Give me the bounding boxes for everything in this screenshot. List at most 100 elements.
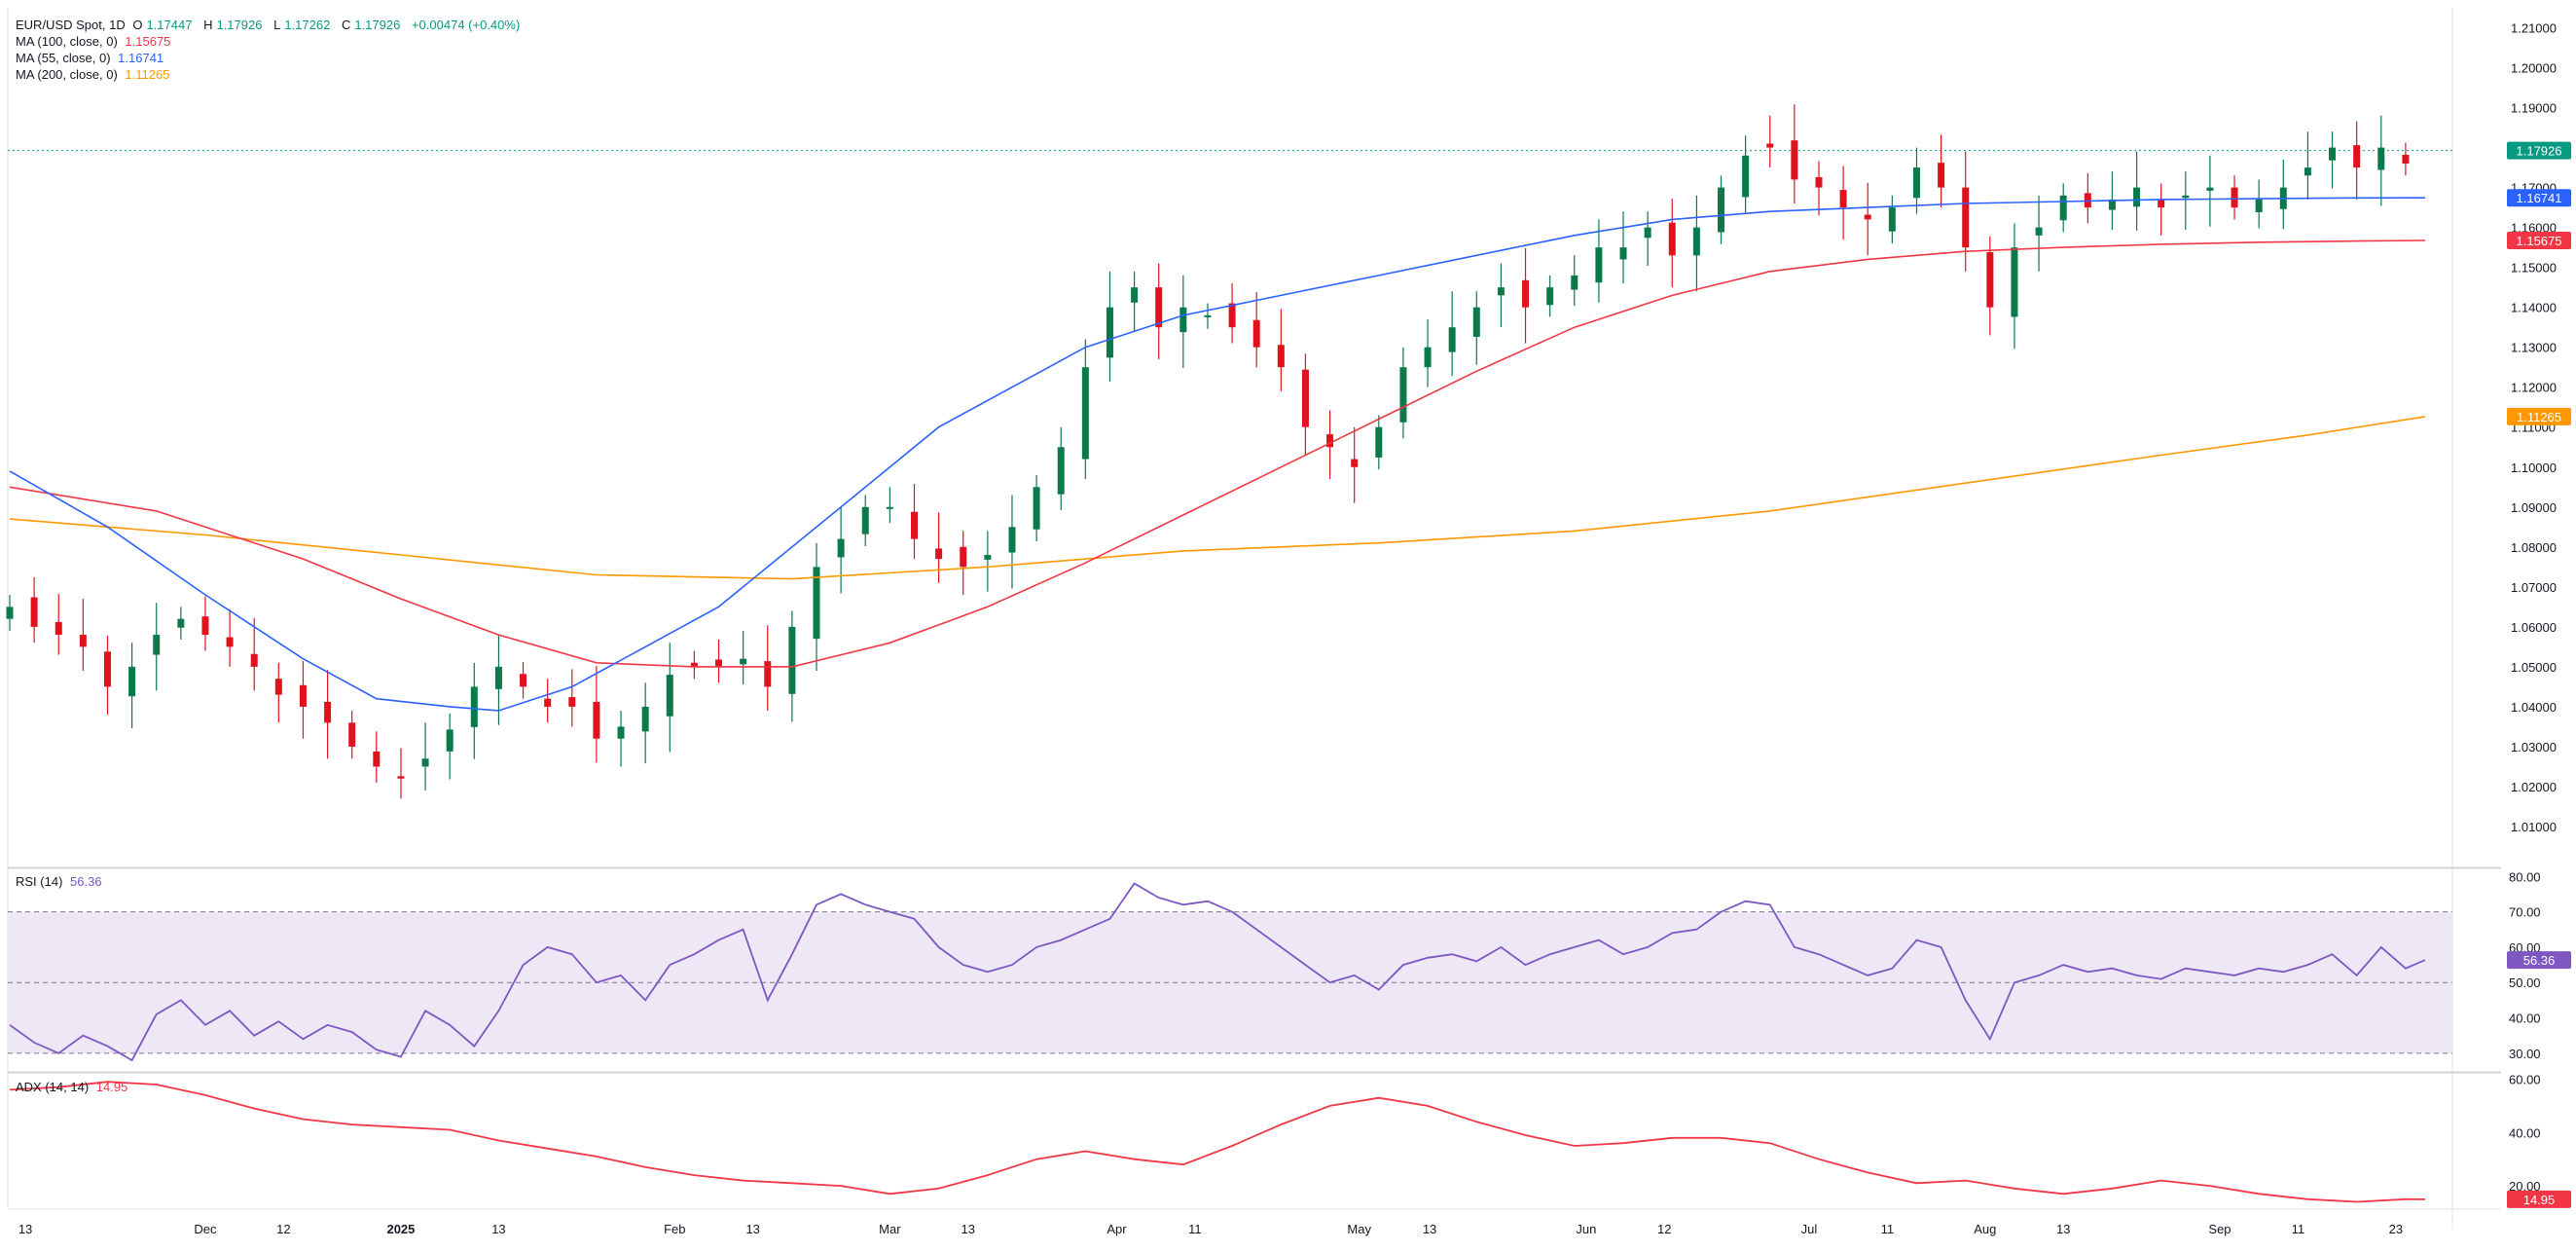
candle-up[interactable] xyxy=(1472,307,1480,338)
candle-up[interactable] xyxy=(617,726,625,739)
candle-down[interactable] xyxy=(1815,176,1823,188)
candle-up[interactable] xyxy=(984,555,992,560)
candle-down[interactable] xyxy=(226,637,234,647)
candle-down[interactable] xyxy=(274,679,282,695)
candle-up[interactable] xyxy=(128,666,136,697)
candle-down[interactable] xyxy=(103,651,111,687)
candle-up[interactable] xyxy=(2011,247,2018,317)
candle-up[interactable] xyxy=(153,635,161,655)
candle-up[interactable] xyxy=(446,729,454,752)
candle-up[interactable] xyxy=(740,658,747,665)
candle-down[interactable] xyxy=(324,701,332,723)
ma55-legend[interactable]: MA (55, close, 0) 1.16741 xyxy=(16,50,167,66)
candle-up[interactable] xyxy=(1888,207,1896,232)
candle-down[interactable] xyxy=(1962,187,1970,248)
candle-up[interactable] xyxy=(1399,367,1407,423)
candle-up[interactable] xyxy=(2133,187,2141,207)
rsi-legend[interactable]: RSI (14) 56.36 xyxy=(16,873,106,890)
candle-down[interactable] xyxy=(1986,252,1994,308)
candle-up[interactable] xyxy=(1912,167,1920,199)
candle-up[interactable] xyxy=(1718,187,1725,233)
symbol-title[interactable]: EUR/USD Spot, 1D xyxy=(16,18,126,32)
candle-down[interactable] xyxy=(2402,154,2410,164)
candle-up[interactable] xyxy=(6,607,14,619)
candle-down[interactable] xyxy=(520,674,527,687)
candle-up[interactable] xyxy=(1448,327,1456,352)
candle-down[interactable] xyxy=(1155,287,1163,328)
candle-down[interactable] xyxy=(935,548,943,560)
candle-down[interactable] xyxy=(960,546,967,568)
candle-up[interactable] xyxy=(2182,195,2190,199)
candle-down[interactable] xyxy=(1839,190,1847,208)
candle-down[interactable] xyxy=(1252,319,1260,348)
candle-up[interactable] xyxy=(421,758,429,767)
candle-down[interactable] xyxy=(1522,279,1530,308)
candle-down[interactable] xyxy=(544,698,552,707)
candle-down[interactable] xyxy=(1326,434,1334,448)
candle-down[interactable] xyxy=(1301,369,1309,427)
candle-down[interactable] xyxy=(79,635,87,647)
candle-down[interactable] xyxy=(250,653,258,667)
candle-up[interactable] xyxy=(177,618,185,628)
ma200-legend[interactable]: MA (200, close, 0) 1.11265 xyxy=(16,66,173,83)
candle-up[interactable] xyxy=(1546,287,1554,306)
candle-down[interactable] xyxy=(2158,199,2165,208)
candle-up[interactable] xyxy=(2329,147,2337,161)
candle-down[interactable] xyxy=(299,684,307,707)
candle-down[interactable] xyxy=(1228,303,1236,328)
candle-up[interactable] xyxy=(1571,275,1578,290)
candle-up[interactable] xyxy=(2377,147,2385,170)
candle-down[interactable] xyxy=(1277,345,1285,368)
candle-up[interactable] xyxy=(1131,287,1139,303)
candle-down[interactable] xyxy=(373,751,381,767)
candle-down[interactable] xyxy=(54,621,62,636)
candle-up[interactable] xyxy=(1424,347,1432,368)
candle-down[interactable] xyxy=(348,722,356,747)
candle-down[interactable] xyxy=(1668,222,1676,256)
candle-up[interactable] xyxy=(837,538,845,558)
candle-up[interactable] xyxy=(470,686,478,727)
candle-down[interactable] xyxy=(397,776,405,779)
candle-up[interactable] xyxy=(666,675,673,717)
adx-legend[interactable]: ADX (14, 14) 14.95 xyxy=(16,1079,131,1095)
candle-down[interactable] xyxy=(910,511,918,539)
candle-up[interactable] xyxy=(1033,487,1040,530)
candle-down[interactable] xyxy=(2231,187,2238,208)
candle-up[interactable] xyxy=(886,506,893,509)
candle-up[interactable] xyxy=(1179,307,1187,333)
ma100-legend[interactable]: MA (100, close, 0) 1.15675 xyxy=(16,33,174,50)
candle-down[interactable] xyxy=(1351,459,1359,467)
candle-up[interactable] xyxy=(2059,195,2067,221)
candle-down[interactable] xyxy=(201,616,209,636)
candle-down[interactable] xyxy=(568,697,576,707)
candle-up[interactable] xyxy=(1081,367,1089,460)
candle-down[interactable] xyxy=(1766,143,1774,148)
candle-up[interactable] xyxy=(2304,167,2311,176)
candle-up[interactable] xyxy=(2206,187,2214,191)
candle-down[interactable] xyxy=(1864,214,1871,220)
candle-down[interactable] xyxy=(764,661,772,687)
candle-up[interactable] xyxy=(1595,247,1603,283)
candle-down[interactable] xyxy=(593,701,600,739)
candle-up[interactable] xyxy=(1057,447,1065,495)
candle-down[interactable] xyxy=(2353,145,2361,168)
candle-up[interactable] xyxy=(641,706,649,732)
candle-up[interactable] xyxy=(1106,307,1113,358)
candle-up[interactable] xyxy=(2108,199,2116,210)
candle-up[interactable] xyxy=(1375,426,1383,458)
candle-down[interactable] xyxy=(715,659,723,667)
candle-up[interactable] xyxy=(861,506,869,534)
candle-up[interactable] xyxy=(1742,155,1750,198)
candle-down[interactable] xyxy=(1791,140,1798,180)
candle-down[interactable] xyxy=(690,662,698,667)
candle-down[interactable] xyxy=(1938,163,1945,188)
candle-up[interactable] xyxy=(1497,287,1505,296)
candle-up[interactable] xyxy=(2035,227,2043,236)
candle-up[interactable] xyxy=(2255,199,2263,213)
candle-up[interactable] xyxy=(1204,314,1212,317)
candle-up[interactable] xyxy=(1619,247,1627,260)
candle-up[interactable] xyxy=(1008,527,1016,553)
candle-up[interactable] xyxy=(813,567,820,640)
candle-down[interactable] xyxy=(30,597,38,627)
